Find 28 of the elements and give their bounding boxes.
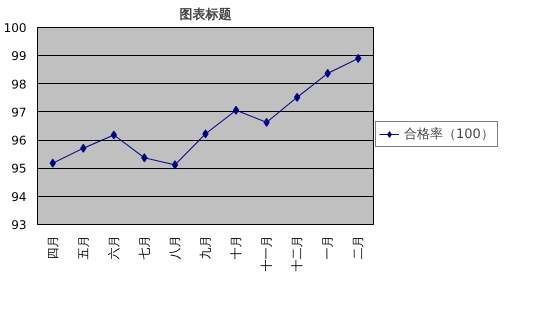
x-tick-label: 九月 [198,236,212,260]
point [110,130,118,140]
point [263,118,270,127]
x-tick-label: 七月 [137,236,152,260]
x-tick-label: 六月 [106,236,121,260]
legend-label: 合格率（100） [404,126,494,142]
y-tick-label: 95 [11,162,27,176]
x-tick-label: 四月 [46,236,60,260]
x-tick-label: 十月 [229,236,244,260]
x-tick-label: 二月 [351,236,366,260]
y-tick-label: 93 [11,218,27,232]
y-tick-label: 96 [11,134,27,148]
x-tick-label: 五月 [76,236,90,260]
x-tick-label: 十一月 [260,236,274,272]
x-tick-label: 八月 [168,236,182,260]
point [141,153,148,162]
y-tick-label: 94 [11,190,27,204]
y-tick-label: 97 [11,105,27,120]
y-tick-label: 100 [4,21,26,35]
point [294,92,300,102]
point [232,106,240,115]
x-tick-label: 一月 [320,236,335,260]
y-tick-label: 98 [11,77,27,92]
chart-title: 图表标题 [180,8,232,22]
point [202,129,209,138]
point [172,160,178,170]
y-tick-label: 99 [11,49,27,64]
x-tick-label: 十二月 [290,236,304,272]
